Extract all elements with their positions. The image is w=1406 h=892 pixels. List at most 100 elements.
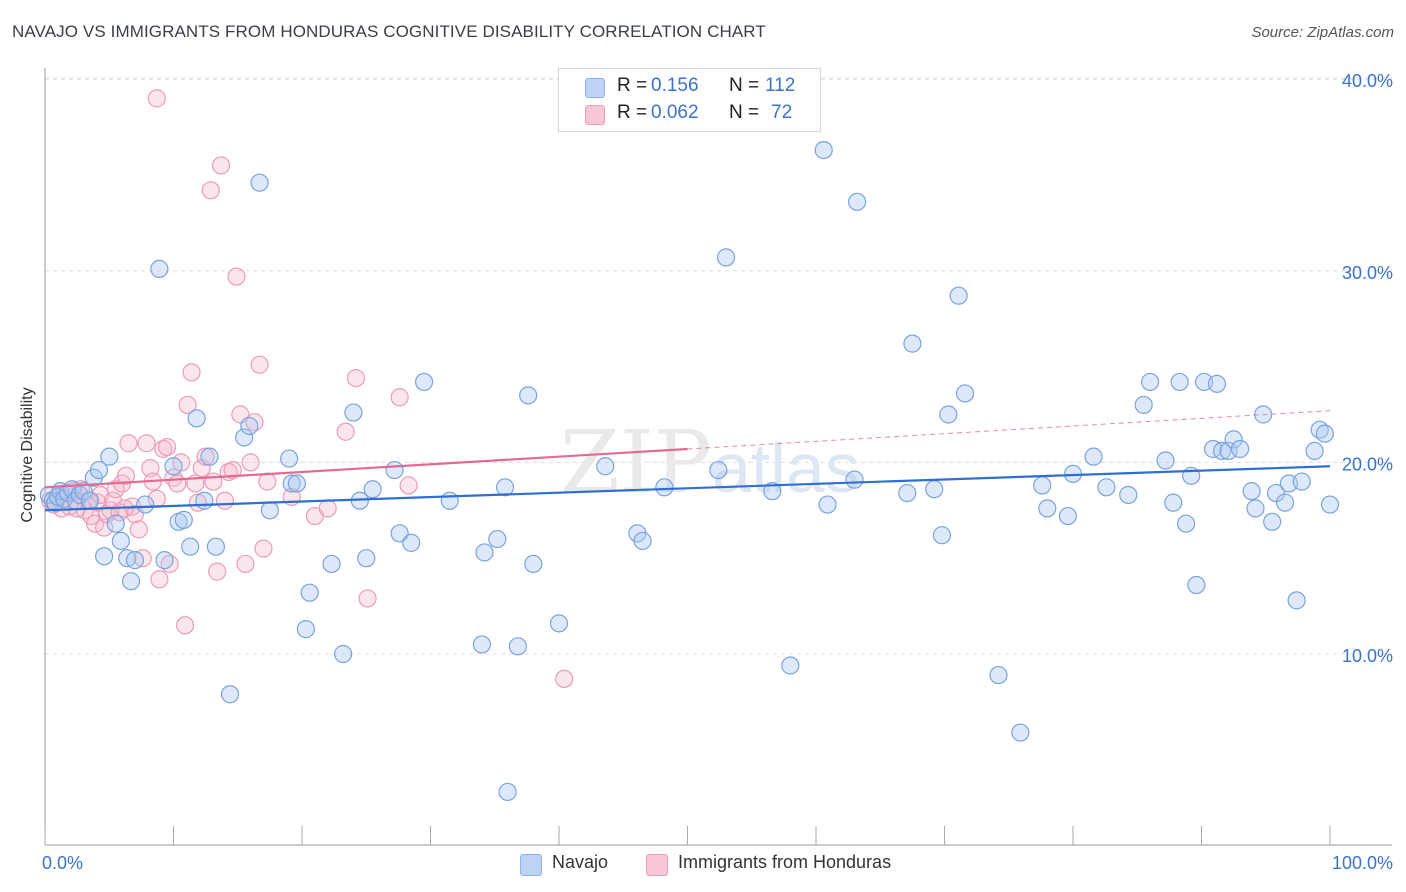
navajo-point [155,551,174,570]
navajo-point [472,635,491,654]
navajo-point [95,547,114,566]
navajo-point [1212,441,1232,461]
navajo-point [932,526,952,545]
navajo-point [949,286,968,305]
navajo-point [818,495,837,514]
navajo-point [1305,441,1324,461]
honduras-point [182,363,201,382]
navajo-point [1320,495,1340,514]
navajo-point [1164,493,1183,512]
navajo-point [1140,372,1160,392]
navajo-point [498,782,517,802]
navajo-point [414,372,434,392]
navajo-point [488,529,507,549]
honduras-point [208,562,227,581]
navajo-point [174,510,193,529]
honduras-point [188,493,208,512]
navajo-point [781,656,800,675]
navajo-point [206,537,226,556]
y-tick-label: 30.0% [1342,263,1393,283]
navajo-point [1097,478,1116,497]
honduras-point [236,554,255,574]
honduras-point [227,267,246,286]
honduras-point [178,395,197,415]
honduras-point [147,89,166,108]
honduras-point [241,453,260,472]
navajo-point [1011,723,1030,742]
honduras-point [95,518,114,537]
navajo-point [1292,472,1311,491]
navajo-point [187,409,206,428]
r-value-honduras: 0.062 [651,102,699,123]
navajo-point [334,644,353,664]
navajo-point [100,447,119,466]
n-label: N = [729,102,760,123]
navajo-point [709,460,728,480]
honduras-point [223,460,242,480]
navajo-point [220,685,240,704]
trend-lines [44,410,1331,512]
navajo-point [164,457,183,476]
honduras-point [129,520,148,539]
navajo-point [549,614,569,633]
navajo-point [508,637,527,656]
navajo-point [296,619,315,639]
navajo-point [181,537,200,556]
navajo-point [287,474,306,493]
navajo-point [1058,506,1077,526]
navajo-point [524,554,543,574]
tick-labels: 10.0% 20.0% 30.0% 40.0% 0.0% 100.0% [42,71,1393,873]
navajo-point [845,470,864,489]
navajo-point [1219,441,1238,461]
navajo-point [1156,451,1175,470]
navajo-point [440,491,459,510]
x-tick-label: 100.0% [1332,853,1393,873]
honduras-point [137,434,156,453]
honduras-point [215,491,234,510]
navajo-point [596,457,615,476]
navajo-point [300,583,319,602]
navajo-point [903,334,922,353]
navajo-point [385,460,404,480]
navajo-point [235,428,254,447]
honduras-point [150,570,169,589]
navajo-point [111,531,130,551]
watermark-zip: ZIP [560,413,712,513]
navajo-point [1038,499,1057,518]
navajo-point [250,173,269,192]
honduras-point [250,355,269,374]
navajo-point [1187,575,1206,595]
y-tick-label: 40.0% [1342,71,1393,91]
navajo-point [282,474,301,493]
r-label: R = [617,102,648,123]
n-value-navajo: 112 [765,75,796,96]
navajo-legend-label: Navajo [552,852,609,872]
n-value-honduras: 72 [771,102,793,123]
navajo-point [1246,499,1265,518]
navajo-point [939,405,958,424]
honduras-point [168,474,187,493]
navajo-point [814,140,833,160]
navajo-point [195,491,214,510]
chart-title: NAVAJO VS IMMIGRANTS FROM HONDURAS COGNI… [12,22,766,41]
navajo-point [74,482,93,501]
navajo-point [1287,591,1306,610]
navajo-point [1033,476,1052,495]
navajo-point [519,386,538,405]
r-value-navajo: 0.156 [651,75,699,96]
navajo-trend-line [44,465,1331,512]
navajo-point [633,531,652,551]
navajo-point [1230,439,1250,459]
honduras-point [157,437,177,457]
navajo-point [106,514,125,533]
navajo-point [955,384,975,403]
honduras-legend-label: Immigrants from Honduras [678,852,892,872]
honduras-point [399,476,418,495]
axes [44,68,1392,846]
navajo-point [89,460,109,480]
navajo-point [357,549,376,568]
honduras-point [201,181,220,200]
honduras-point [346,368,366,388]
honduras-point [116,466,136,485]
